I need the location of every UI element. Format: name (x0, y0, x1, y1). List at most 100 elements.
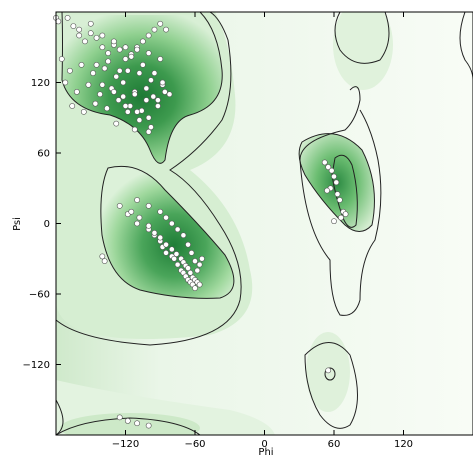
data-point (64, 14, 71, 21)
axis-ticks: −120 −60 0 60 120 −120 −60 0 60 120 (23, 12, 413, 450)
data-point (155, 97, 161, 104)
data-point (325, 367, 332, 374)
data-point (150, 93, 157, 100)
data-point (128, 208, 135, 215)
data-point (157, 56, 164, 62)
data-point (120, 93, 127, 100)
x-tick-label: 120 (394, 439, 413, 450)
data-point (168, 246, 175, 253)
data-point (101, 65, 108, 72)
data-point (336, 197, 343, 203)
data-point (99, 44, 106, 51)
data-point (76, 32, 83, 39)
data-point (99, 253, 106, 260)
data-point (128, 53, 135, 60)
data-point (196, 281, 203, 288)
data-point (161, 89, 168, 95)
data-point (99, 32, 106, 39)
data-point (338, 214, 344, 221)
data-point (111, 89, 117, 95)
data-point (151, 26, 158, 33)
data-point (155, 103, 161, 109)
data-point (325, 164, 332, 170)
data-point (145, 422, 152, 429)
data-point (194, 267, 201, 274)
data-point (124, 417, 131, 424)
data-point (87, 30, 94, 37)
data-point (113, 120, 120, 127)
y-axis-label: Psi (12, 217, 23, 231)
data-point (145, 202, 152, 209)
data-point (139, 61, 146, 68)
data-point (111, 38, 117, 45)
data-point (331, 218, 337, 225)
data-point (145, 32, 152, 39)
data-point (199, 255, 205, 262)
data-point (157, 208, 164, 215)
data-point (171, 255, 178, 262)
data-point (185, 241, 191, 248)
data-point (70, 23, 77, 29)
data-point (82, 38, 88, 45)
data-point (93, 34, 100, 41)
data-point (101, 258, 108, 264)
data-point (145, 128, 152, 135)
data-point (136, 214, 143, 221)
data-point (180, 232, 187, 239)
beta-region (62, 15, 223, 164)
data-point (73, 89, 80, 95)
data-point (115, 97, 122, 104)
data-point (122, 44, 129, 51)
x-tick-label: −60 (184, 439, 205, 450)
data-point (85, 81, 92, 88)
data-point (163, 26, 169, 33)
data-point (124, 67, 131, 74)
data-point (148, 124, 154, 131)
data-point (136, 117, 143, 123)
data-point (116, 202, 123, 209)
data-point (145, 222, 152, 229)
data-point (331, 173, 337, 180)
y-tick-label: −120 (23, 360, 50, 371)
data-point (151, 70, 158, 76)
data-point (145, 114, 152, 121)
data-point (120, 79, 127, 86)
data-point (122, 103, 129, 109)
data-point (145, 50, 152, 57)
data-point (116, 46, 123, 53)
data-point (143, 97, 150, 104)
data-point (151, 229, 158, 236)
data-point (76, 26, 83, 33)
y-tick-label: 120 (31, 78, 50, 89)
data-points (53, 14, 349, 429)
x-axis-label: Phi (258, 447, 273, 458)
data-point (134, 420, 140, 427)
data-point (87, 20, 94, 27)
data-point (78, 61, 85, 68)
data-point (116, 67, 123, 74)
data-point (321, 159, 328, 166)
data-point (139, 38, 146, 45)
data-point (157, 234, 164, 241)
data-point (104, 105, 110, 112)
data-point (324, 187, 330, 194)
y-tick-label: 0 (44, 219, 50, 230)
data-point (157, 20, 164, 27)
data-point (97, 91, 103, 98)
data-point (173, 251, 180, 257)
data-point (90, 70, 96, 76)
data-point (99, 81, 106, 88)
data-point (328, 167, 335, 174)
data-point (143, 85, 150, 92)
x-tick-label: 60 (328, 439, 341, 450)
data-point (131, 126, 138, 133)
data-point (174, 226, 181, 233)
y-tick-label: 60 (37, 149, 50, 160)
data-point (168, 220, 175, 227)
data-point (188, 249, 195, 256)
data-point (159, 79, 166, 86)
data-point (134, 220, 140, 227)
data-point (136, 70, 143, 76)
data-point (163, 241, 169, 248)
